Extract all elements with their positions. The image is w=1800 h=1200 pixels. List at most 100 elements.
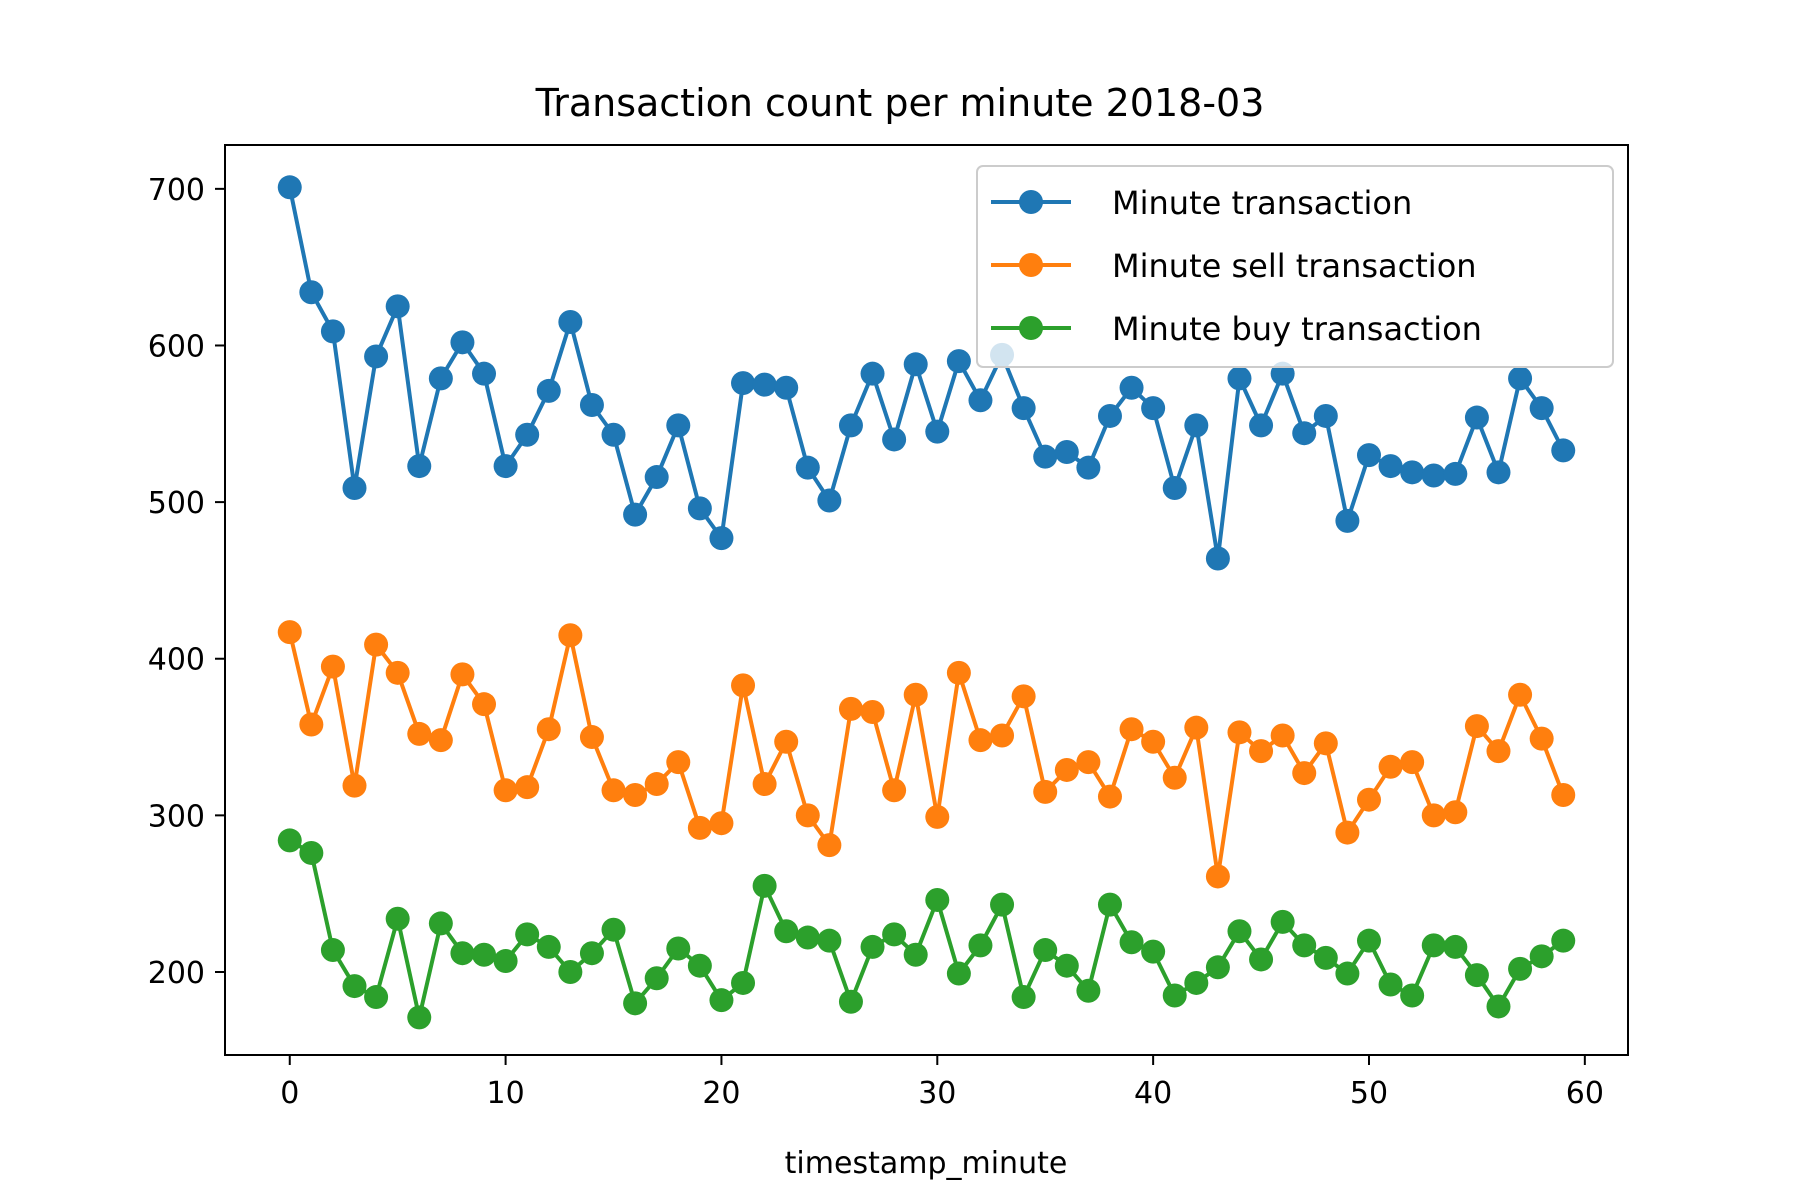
data-point [407,1005,432,1030]
plot-frame [224,144,1629,1056]
data-point [1033,779,1058,804]
data-point [1227,919,1252,944]
data-point [623,783,648,807]
data-point [1249,413,1274,438]
y-axis: 200 300 400 500 600 700 [148,173,225,991]
data-point [1443,800,1468,825]
data-point [1508,682,1533,707]
data-point [687,953,712,978]
data-point [299,712,324,737]
data-point [882,427,907,452]
data-point [968,388,993,413]
data-point [1184,413,1209,438]
chart-title: Transaction count per minute 2018-03 [535,81,1265,125]
data-point [515,422,540,447]
data-point [1464,714,1489,739]
data-point [385,660,410,685]
data-point [1119,930,1144,955]
data-point [536,378,561,403]
data-point [731,371,756,396]
data-point [1421,803,1446,828]
y-tick-label: 500 [148,486,205,521]
data-point [515,922,540,947]
data-point [903,682,928,707]
data-point [364,632,389,657]
data-point [1335,961,1360,986]
data-point [1551,928,1576,953]
x-tick-label: 0 [280,1076,299,1111]
data-point [493,778,518,803]
data-point [472,942,497,967]
legend-item: Minute sell transaction [991,247,1477,285]
data-point [752,372,777,397]
y-tick-label: 200 [148,956,205,991]
legend-label: Minute buy transaction [1112,310,1482,348]
data-point [385,906,410,931]
data-point [990,892,1015,917]
data-point [1486,994,1511,1019]
data-point [903,942,928,967]
y-tick-label: 300 [148,799,205,834]
data-point [882,922,907,947]
data-point [601,422,626,447]
data-point [623,991,648,1016]
data-point [472,692,497,717]
data-point [1011,396,1036,421]
data-point [1011,985,1036,1010]
data-point [1054,757,1079,782]
data-point [1443,461,1468,486]
data-point [1205,955,1230,980]
data-point [1162,765,1187,790]
data-point [579,725,604,750]
data-point [709,988,734,1013]
data-point [364,344,389,369]
data-point [1378,754,1403,779]
data-point [450,330,475,355]
data-point [1313,731,1338,756]
data-point [1464,405,1489,430]
y-tick-label: 400 [148,643,205,678]
data-point [1421,933,1446,958]
data-point [817,488,842,513]
data-point [428,728,453,753]
data-point [1313,945,1338,970]
data-point [1378,454,1403,479]
data-point [299,840,324,865]
data-point [774,919,799,944]
series-3 [277,828,1576,1030]
data-point [1097,784,1122,809]
data-point [1076,455,1101,480]
data-point [1335,508,1360,533]
data-point [342,476,367,501]
data-point [428,911,453,936]
data-point [450,662,475,687]
data-point [1011,684,1036,709]
x-axis: 0 10 20 30 40 50 60 [280,1055,1604,1111]
data-point [1141,396,1166,421]
data-point [342,773,367,798]
legend-marker [1019,190,1043,214]
data-point [472,361,497,386]
x-tick-label: 60 [1566,1076,1604,1111]
data-point [709,526,734,551]
series-line [288,838,1565,1020]
data-point [1076,978,1101,1003]
data-point [1551,783,1576,807]
data-point [731,673,756,698]
data-point [1551,438,1576,463]
data-point [687,496,712,521]
data-point [601,917,626,942]
x-tick-label: 10 [487,1076,525,1111]
data-point [925,804,950,829]
data-point [1529,726,1554,751]
data-point [623,502,648,527]
data-point [817,833,842,858]
data-point [579,941,604,966]
data-point [1356,928,1381,953]
data-point [320,938,345,963]
data-point [320,654,345,679]
data-point [687,815,712,840]
series-2 [277,620,1576,889]
data-point [1249,947,1274,972]
